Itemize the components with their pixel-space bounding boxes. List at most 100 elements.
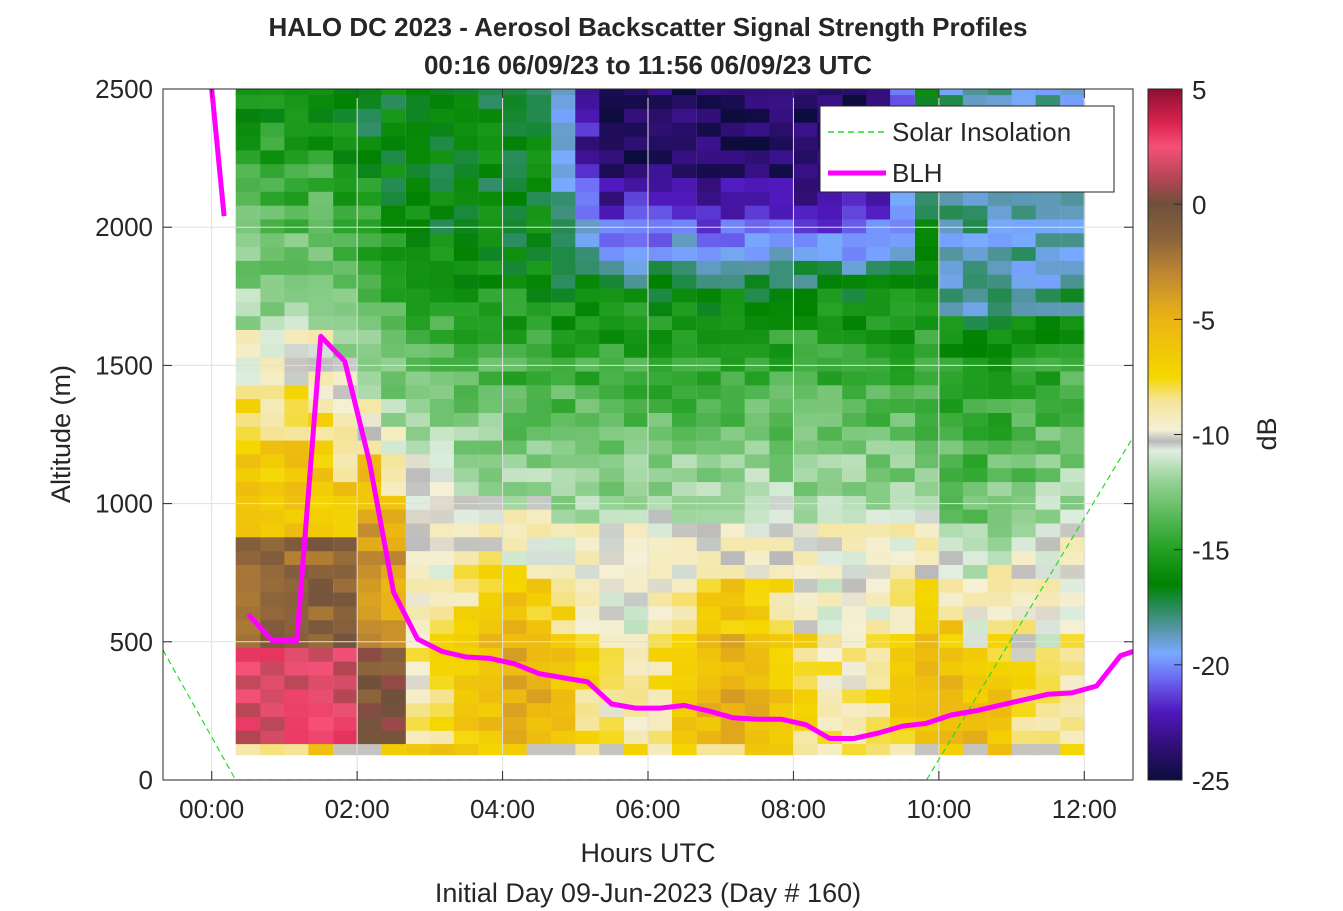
heatmap-cell	[1035, 205, 1061, 220]
heatmap-cell	[962, 509, 988, 524]
heatmap-cell	[793, 619, 819, 635]
heatmap-cell	[429, 481, 455, 496]
heatmap-cell	[648, 218, 673, 234]
heatmap-cell	[551, 177, 577, 192]
heatmap-cell	[453, 288, 479, 303]
heatmap-cell	[962, 315, 988, 330]
heatmap-cell	[648, 688, 673, 704]
heatmap-cell	[502, 467, 528, 483]
heatmap-cell	[1011, 633, 1037, 648]
heatmap-cell	[429, 260, 455, 275]
heatmap-cell	[478, 357, 504, 372]
heatmap-cell	[696, 205, 722, 220]
heatmap-cell	[235, 329, 261, 344]
heatmap-cell	[648, 619, 673, 635]
heatmap-cell	[842, 495, 867, 510]
heatmap-cell	[817, 467, 843, 483]
heatmap-cell	[405, 440, 431, 455]
heatmap-cell	[405, 274, 431, 289]
heatmap-cell	[769, 136, 795, 151]
heatmap-cell	[672, 440, 697, 455]
heatmap-cell	[260, 89, 286, 96]
heatmap-cell	[526, 136, 552, 151]
heatmap-cell	[308, 163, 334, 178]
heatmap-cell	[1011, 191, 1037, 206]
heatmap-cell	[453, 633, 479, 648]
heatmap-cell	[624, 122, 649, 137]
heatmap-cell	[284, 467, 310, 483]
heatmap-cell	[235, 605, 261, 621]
heatmap-cell	[720, 522, 746, 538]
heatmap-cell	[890, 536, 915, 552]
heatmap-cell	[987, 357, 1013, 372]
heatmap-cell	[1035, 481, 1061, 496]
heatmap-cell	[429, 716, 455, 731]
heatmap-cell	[866, 578, 891, 593]
heatmap-cell	[987, 550, 1013, 565]
heatmap-cell	[429, 440, 455, 455]
heatmap-cell	[478, 702, 504, 717]
heatmap-cell	[453, 357, 479, 372]
heatmap-cell	[551, 370, 577, 386]
heatmap-cell	[672, 384, 697, 400]
heatmap-cell	[599, 467, 625, 483]
heatmap-cell	[333, 509, 358, 524]
heatmap-cell	[1011, 329, 1037, 344]
heatmap-cell	[405, 661, 431, 676]
heatmap-cell	[478, 716, 504, 731]
heatmap-cell	[333, 453, 358, 469]
heatmap-cell	[405, 232, 431, 248]
heatmap-cell	[624, 218, 649, 234]
heatmap-cell	[526, 675, 552, 690]
heatmap-cell	[1011, 481, 1037, 496]
heatmap-cell	[938, 467, 964, 483]
heatmap-cell	[744, 357, 770, 372]
heatmap-cell	[987, 578, 1013, 593]
legend-blh-label: BLH	[892, 158, 943, 188]
heatmap-cell	[333, 232, 358, 248]
heatmap-cell	[1060, 315, 1086, 330]
heatmap-cell	[624, 509, 649, 524]
heatmap-cell	[502, 108, 528, 123]
heatmap-cell	[696, 315, 722, 330]
heatmap-cell	[526, 122, 552, 137]
heatmap-cell	[357, 177, 382, 192]
heatmap-cell	[526, 246, 552, 261]
heatmap-cell	[429, 218, 455, 234]
heatmap-cell	[502, 315, 528, 330]
heatmap-cell	[624, 177, 649, 192]
heatmap-cell	[696, 398, 722, 413]
heatmap-cell	[914, 274, 940, 289]
heatmap-cell	[235, 384, 261, 400]
heatmap-cell	[987, 661, 1013, 676]
heatmap-cell	[575, 288, 601, 303]
heatmap-cell	[890, 550, 915, 565]
heatmap-cell	[551, 426, 577, 441]
heatmap-cell	[405, 163, 431, 178]
heatmap-cell	[817, 592, 843, 607]
heatmap-cell	[624, 605, 649, 621]
x-axis-sublabel: Initial Day 09-Jun-2023 (Day # 160)	[435, 878, 861, 908]
heatmap-cell	[842, 94, 867, 109]
heatmap-cell	[696, 412, 722, 427]
heatmap-cell	[284, 481, 310, 496]
heatmap-cell	[1011, 426, 1037, 441]
heatmap-cell	[284, 357, 310, 372]
heatmap-cell	[575, 149, 601, 165]
x-tick-label: 12:00	[1052, 794, 1117, 824]
heatmap-cell	[648, 578, 673, 593]
heatmap-cell	[357, 619, 382, 635]
heatmap-cell	[260, 370, 286, 386]
heatmap-cell	[648, 177, 673, 192]
heatmap-cell	[502, 550, 528, 565]
heatmap-cell	[308, 205, 334, 220]
heatmap-cell	[526, 744, 552, 756]
heatmap-cell	[890, 522, 915, 538]
heatmap-cell	[842, 357, 867, 372]
heatmap-cell	[575, 412, 601, 427]
heatmap-cell	[987, 522, 1013, 538]
heatmap-cell	[453, 149, 479, 165]
heatmap-cell	[551, 260, 577, 275]
heatmap-cell	[842, 509, 867, 524]
heatmap-cell	[769, 288, 795, 303]
